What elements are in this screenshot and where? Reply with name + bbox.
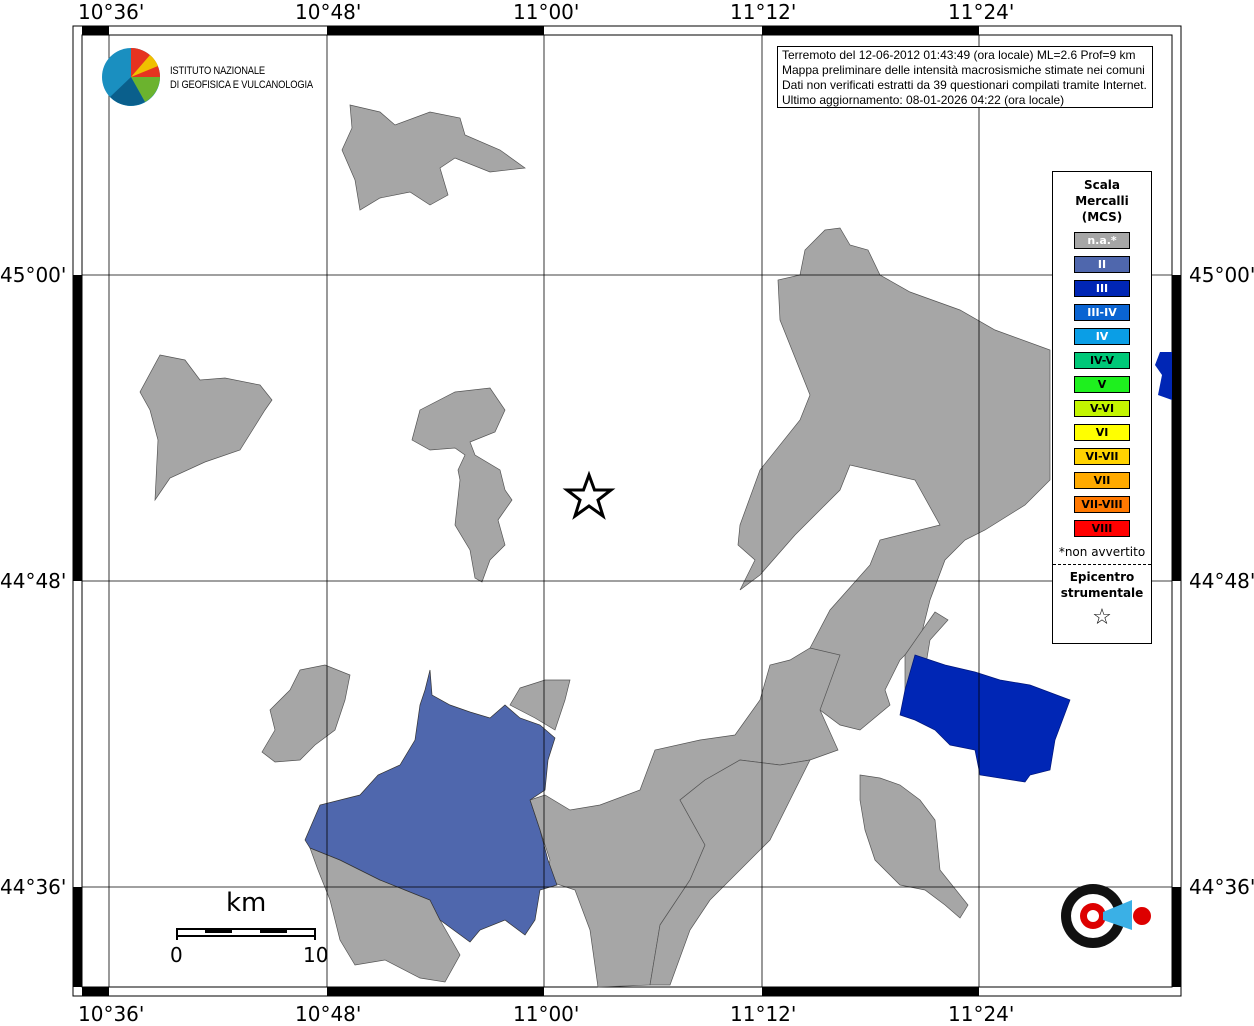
frame-bars [73,26,1181,996]
lon-tick-bottom: 10°48' [295,1002,362,1026]
lon-tick-bottom: 11°24' [948,1002,1015,1026]
lat-tick-left: 44°36' [0,875,67,899]
municipality-intensity-III [899,654,1071,783]
lat-tick-right: 44°48' [1189,569,1254,593]
logo-line-1: ISTITUTO NAZIONALE [170,65,265,77]
legend-swatch-iv-v: IV-V [1074,352,1130,369]
legend-title: Scala Mercalli (MCS) [1053,177,1151,225]
legend-epicenter-label: Epicentro strumentale [1053,569,1151,601]
info-line: Ultimo aggiornamento: 08-01-2026 04:22 (… [782,93,1065,107]
scale-unit: km [226,888,267,918]
lat-tick-left: 45°00' [0,263,67,287]
scale-max: 10 [303,943,329,967]
scale-min: 0 [170,943,183,967]
municipality-intensity-III-edge [1155,352,1172,400]
legend-swatch-vi: VI [1074,424,1130,441]
scale-bar [176,928,316,940]
lon-tick-bottom: 11°12' [730,1002,797,1026]
legend-title-line: Scala [1083,178,1121,192]
legend-swatch-vii-viii: VII-VIII [1074,496,1130,513]
lat-tick-right: 44°36' [1189,875,1254,899]
lon-tick-bottom: 11°00' [513,1002,580,1026]
legend-divider [1053,564,1151,565]
legend-swatch-v: V [1074,376,1130,393]
epicenter-label-line: Epicentro [1069,570,1135,584]
legend-title-line: Mercalli [1075,194,1129,208]
haisentito-logo [1061,884,1151,948]
epicenter-label-line: strumentale [1060,586,1144,600]
legend-swatch-iii: III [1074,280,1130,297]
lon-tick-top: 10°36' [78,0,145,24]
legend-swatch-ii: II [1074,256,1130,273]
info-line: Mappa preliminare delle intensità macros… [782,63,1145,77]
legend-swatch-n-a-: n.a.* [1074,232,1130,249]
legend-swatch-iv: IV [1074,328,1130,345]
lon-tick-top: 10°48' [295,0,362,24]
legend-star-icon: ☆ [1092,605,1112,630]
info-line: Dati non verificati estratti da 39 quest… [782,78,1147,92]
legend-swatches: n.a.* II III III-IV IV IV-V V V-VI VI VI-VII VII VI… [1053,232,1151,537]
legend-swatch-vii: VII [1074,472,1130,489]
ingv-logo: ISTITUTO NAZIONALE DI GEOFISICA E VULCANO… [100,47,338,109]
lon-tick-top: 11°00' [513,0,580,24]
legend-swatch-v-vi: V-VI [1074,400,1130,417]
logo-line-2: DI GEOFISICA E VULCANOLOGIA [170,79,313,91]
legend-swatch-vi-vii: VI-VII [1074,448,1130,465]
legend-swatch-iii-iv: III-IV [1074,304,1130,321]
lat-tick-right: 45°00' [1189,263,1254,287]
event-info-box: Terremoto del 12-06-2012 01:43:49 (ora l… [777,46,1153,108]
lon-tick-top: 11°24' [948,0,1015,24]
grid-lines [82,35,1172,987]
mercalli-legend: Scala Mercalli (MCS) n.a.* II III III-IV IV IV-… [1052,171,1152,644]
legend-title-line: (MCS) [1081,210,1123,224]
lon-tick-bottom: 10°36' [78,1002,145,1026]
epicenter-star-icon [562,470,616,520]
lon-tick-top: 11°12' [730,0,797,24]
info-line: Terremoto del 12-06-2012 01:43:49 (ora l… [782,48,1136,62]
municipalities-na [139,104,1051,988]
ingv-logo-globe [102,48,160,106]
legend-note: *non avvertito [1058,545,1146,559]
municipality-intensity-II [304,669,558,943]
legend-swatch-viii: VIII [1074,520,1130,537]
lat-tick-left: 44°48' [0,569,67,593]
